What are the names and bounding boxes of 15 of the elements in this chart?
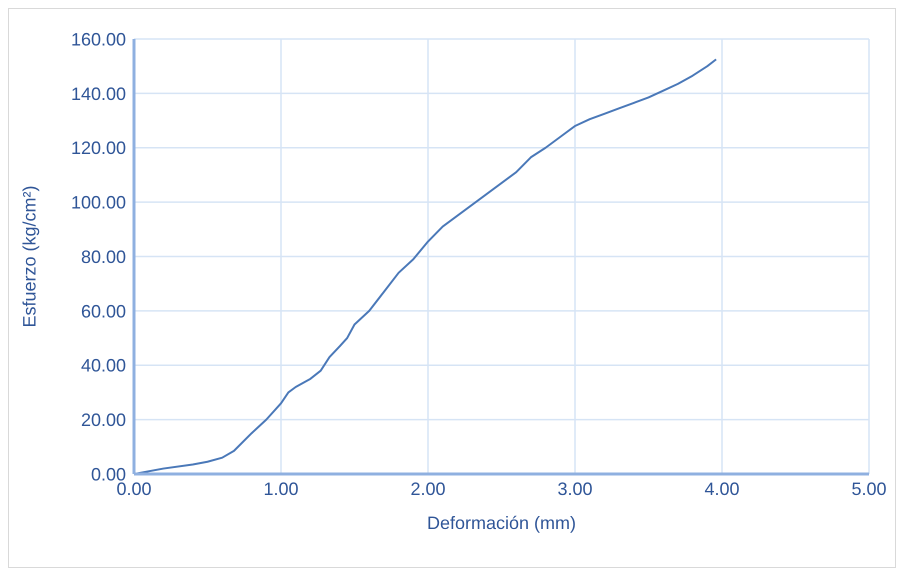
x-tick-label: 3.00: [557, 478, 593, 499]
x-tick-label: 5.00: [851, 478, 887, 499]
x-tick-label: 1.00: [263, 478, 299, 499]
x-tick-label: 2.00: [410, 478, 446, 499]
y-axis-title: Esfuerzo (kg/cm²): [19, 185, 40, 328]
y-tick-label: 120.00: [70, 138, 126, 158]
y-tick-label: 20.00: [80, 410, 126, 430]
x-tick-label: 4.00: [704, 478, 740, 499]
x-axis-title: Deformación (mm): [426, 513, 576, 533]
y-tick-label: 80.00: [80, 246, 126, 267]
y-tick-label: 140.00: [70, 84, 126, 104]
y-tick-label: 40.00: [80, 356, 126, 376]
y-tick-label: 100.00: [70, 192, 126, 213]
y-tick-label: 160.00: [70, 29, 126, 50]
y-tick-label: 60.00: [80, 301, 126, 322]
